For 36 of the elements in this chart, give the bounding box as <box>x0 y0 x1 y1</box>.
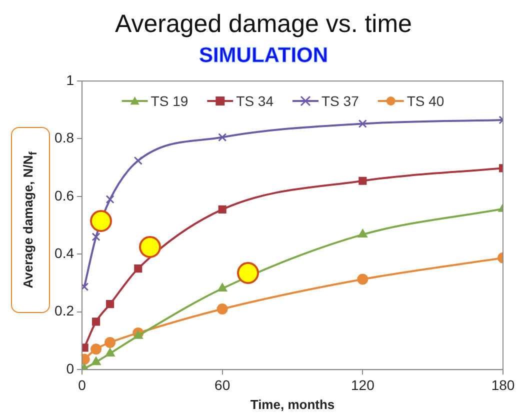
point <box>134 156 142 165</box>
point <box>358 119 367 128</box>
legend-label: TS 19 <box>150 92 188 109</box>
point <box>91 356 101 366</box>
point <box>92 318 100 326</box>
point <box>104 336 116 348</box>
point <box>90 344 102 355</box>
x-tick-label: 60 <box>214 376 230 393</box>
point <box>92 232 100 242</box>
point <box>218 132 227 142</box>
legend-label: TS 37 <box>322 92 360 109</box>
y-tick-label: 0.4 <box>54 245 74 262</box>
point <box>358 229 368 238</box>
point <box>218 205 226 214</box>
chart-title: Averaged damage vs. time <box>114 10 413 39</box>
chart-subtitle: SIMULATION <box>198 44 330 68</box>
point <box>358 176 367 185</box>
x-axis-title: Time, months <box>250 396 335 412</box>
y-tick-label: 0.8 <box>54 130 74 146</box>
point <box>357 274 368 285</box>
y-tick-label: 1 <box>66 72 74 88</box>
y-tick-label: 0.2 <box>54 302 74 319</box>
legend-label: TS 40 <box>406 92 444 109</box>
x-tick-label: 180 <box>491 376 515 393</box>
point <box>106 300 114 308</box>
legend-label: TS 34 <box>236 92 274 109</box>
point <box>106 195 114 204</box>
point <box>133 330 143 339</box>
point <box>105 348 115 356</box>
point <box>218 283 228 292</box>
point <box>216 303 228 314</box>
y-tick-label: 0.6 <box>54 187 74 204</box>
x-tick-label: 0 <box>78 376 86 393</box>
x-tick-label: 120 <box>350 376 375 393</box>
y-tick-label: 0 <box>66 360 74 376</box>
point <box>134 264 142 273</box>
